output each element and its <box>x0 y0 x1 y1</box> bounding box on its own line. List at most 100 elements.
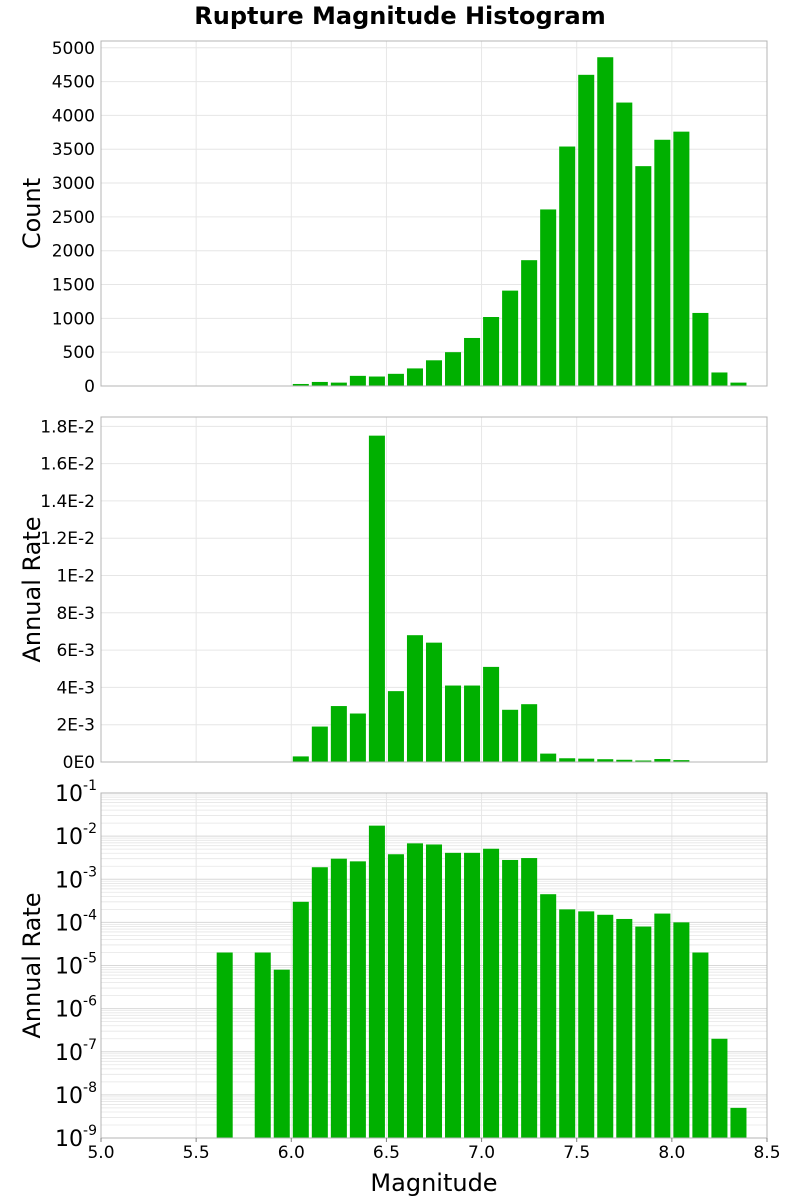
panel-3-bar <box>407 843 423 1138</box>
panel-3-bar <box>445 853 461 1138</box>
panel-1-y-tick-label: 1000 <box>52 309 95 329</box>
tick-base: 10 <box>55 998 83 1023</box>
panel-2-bar <box>540 754 556 762</box>
panel-3-bar <box>274 970 290 1138</box>
panel-3-bar <box>597 915 613 1138</box>
panel-1-bar <box>559 147 575 386</box>
tick-base: 10 <box>55 911 83 936</box>
panel-3-bar <box>312 867 328 1138</box>
panel-3-bar <box>654 914 670 1138</box>
panel-3-y-axis-label: Annual Rate <box>18 892 46 1038</box>
panel-1-bar <box>426 360 442 386</box>
panel-3-bar <box>388 854 404 1138</box>
panel-3-bar <box>331 859 347 1138</box>
tick-base: 10 <box>55 1084 83 1109</box>
tick-exponent: -4 <box>83 907 97 923</box>
tick-exponent: -8 <box>83 1080 97 1096</box>
tick-base: 10 <box>55 955 83 980</box>
panel-3-y-tick-label: 10-8 <box>55 1080 97 1109</box>
panel-1-bar <box>350 376 366 386</box>
panel-3-bar <box>521 858 537 1138</box>
panel-1-y-tick-label: 4000 <box>52 106 95 126</box>
panel-2-y-tick-label: 2E-3 <box>56 716 95 736</box>
panel-2-y-tick-label: 1E-2 <box>56 567 95 587</box>
panel-3-bar <box>673 922 689 1138</box>
tick-base: 10 <box>55 1127 83 1152</box>
panel-1-y-axis-label: Count <box>18 178 46 249</box>
panel-2-bar <box>407 635 423 762</box>
x-tick-label: 7.5 <box>563 1143 590 1163</box>
panel-3-bar <box>559 909 575 1138</box>
panel-3-y-tick-label: 10-7 <box>55 1037 97 1066</box>
panel-3-y-tick-label: 10-3 <box>55 864 97 893</box>
panel-2-bar <box>445 686 461 762</box>
panel-2-bar <box>331 706 347 762</box>
panel-3-bar <box>483 849 499 1138</box>
tick-exponent: -5 <box>83 951 97 967</box>
tick-exponent: -7 <box>83 1037 97 1053</box>
panel-2-bar <box>578 759 594 762</box>
tick-exponent: -2 <box>83 821 97 837</box>
x-tick-label: 8.5 <box>753 1143 780 1163</box>
panel-3-y-tick-label: 10-2 <box>55 821 97 850</box>
panel-1-y-tick-label: 3000 <box>52 174 95 194</box>
panel-3-bar <box>426 844 442 1138</box>
panel-2-y-tick-label: 0E0 <box>63 753 95 773</box>
panel-2-y-tick-label: 1.2E-2 <box>40 529 95 549</box>
panel-2-bar <box>559 758 575 762</box>
x-tick-label: 7.0 <box>468 1143 495 1163</box>
panel-3-bar <box>616 919 632 1138</box>
panel-3-y-tick-label: 10-1 <box>55 778 97 807</box>
panel-2-bar <box>521 704 537 762</box>
x-tick-label: 5.0 <box>87 1143 114 1163</box>
panel-1-bar <box>388 374 404 386</box>
panel-1-bar <box>692 313 708 386</box>
panel-2-bar <box>483 667 499 762</box>
panel-3-bar <box>502 860 518 1138</box>
panel-2-y-tick-label: 8E-3 <box>56 604 95 624</box>
panel-1-bar <box>635 166 651 386</box>
panel-3-bar <box>540 894 556 1138</box>
panel-1-y-tick-label: 3500 <box>52 140 95 160</box>
panel-1-bar <box>578 75 594 386</box>
panel-1-bar <box>483 317 499 386</box>
panel-1-y-tick-label: 0 <box>84 377 95 397</box>
panel-2-bar <box>350 714 366 762</box>
panel-3-bar <box>217 953 233 1138</box>
panel-1-y-tick-label: 1500 <box>52 276 95 296</box>
panel-2-bar <box>312 727 328 762</box>
tick-exponent: -3 <box>83 864 97 880</box>
panel-1-bar <box>730 383 746 386</box>
panel-1-bar <box>540 209 556 386</box>
panel-3-bar <box>464 853 480 1138</box>
panel-1-y-tick-label: 5000 <box>52 39 95 59</box>
x-axis-label: Magnitude <box>370 1169 497 1197</box>
panel-1-bar <box>616 103 632 386</box>
panel-3-bar <box>578 911 594 1138</box>
tick-base: 10 <box>55 782 83 807</box>
panel-3-y-tick-label: 10-5 <box>55 951 97 980</box>
panel-1-bar <box>673 132 689 386</box>
panel-1-bar <box>521 260 537 386</box>
panel-3-bar <box>635 927 651 1138</box>
panel-2-y-tick-label: 4E-3 <box>56 678 95 698</box>
panel-3-bar <box>711 1039 727 1138</box>
panel-1-bar <box>464 338 480 386</box>
panel-1-bar <box>711 372 727 386</box>
tick-exponent: -6 <box>83 994 97 1010</box>
tick-base: 10 <box>55 1041 83 1066</box>
panel-1-bar <box>654 140 670 386</box>
panel-3-bar <box>692 953 708 1138</box>
panel-2-bar <box>464 686 480 762</box>
panel-3-bar <box>255 953 271 1138</box>
panel-1-bar <box>407 368 423 386</box>
tick-base: 10 <box>55 825 83 850</box>
x-tick-label: 5.5 <box>183 1143 210 1163</box>
panel-3-y-tick-label: 10-4 <box>55 907 97 936</box>
panel-3-bar <box>369 826 385 1138</box>
panel-3-y-tick-label: 10-6 <box>55 994 97 1023</box>
panel-3-bar <box>350 861 366 1138</box>
panel-2-y-axis-label: Annual Rate <box>18 516 46 662</box>
panel-1-y-tick-label: 2000 <box>52 242 95 262</box>
